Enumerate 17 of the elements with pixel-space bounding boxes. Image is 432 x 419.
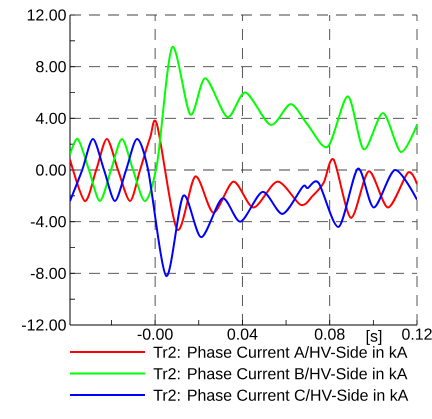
x-tick-label: -0.00 [138,328,173,340]
line-series [70,46,418,202]
y-tick-label: -4.00 [30,216,66,228]
y-tick-label: 4.00 [36,112,66,124]
x-axis-title: [s] [366,330,382,345]
x-tick-label: 0.04 [228,328,258,340]
legend-label: Tr2: Phase Current B/HV-Side in kA [154,368,408,380]
legend-label: Tr2: Phase Current C/HV-Side in kA [154,389,408,401]
y-tick-label: -8.00 [30,268,66,279]
line-series [70,138,418,277]
legend-label: Tr2: Phase Current A/HV-Side in kA [154,346,408,358]
y-tick-label: 12.00 [28,9,66,21]
y-tick-label: -12.00 [22,319,66,331]
y-tick-label: 0.00 [36,164,66,176]
x-tick-label: 0.12 [402,328,432,340]
x-tick-label: 0.08 [314,328,345,340]
y-tick-label: 8.00 [36,61,66,72]
